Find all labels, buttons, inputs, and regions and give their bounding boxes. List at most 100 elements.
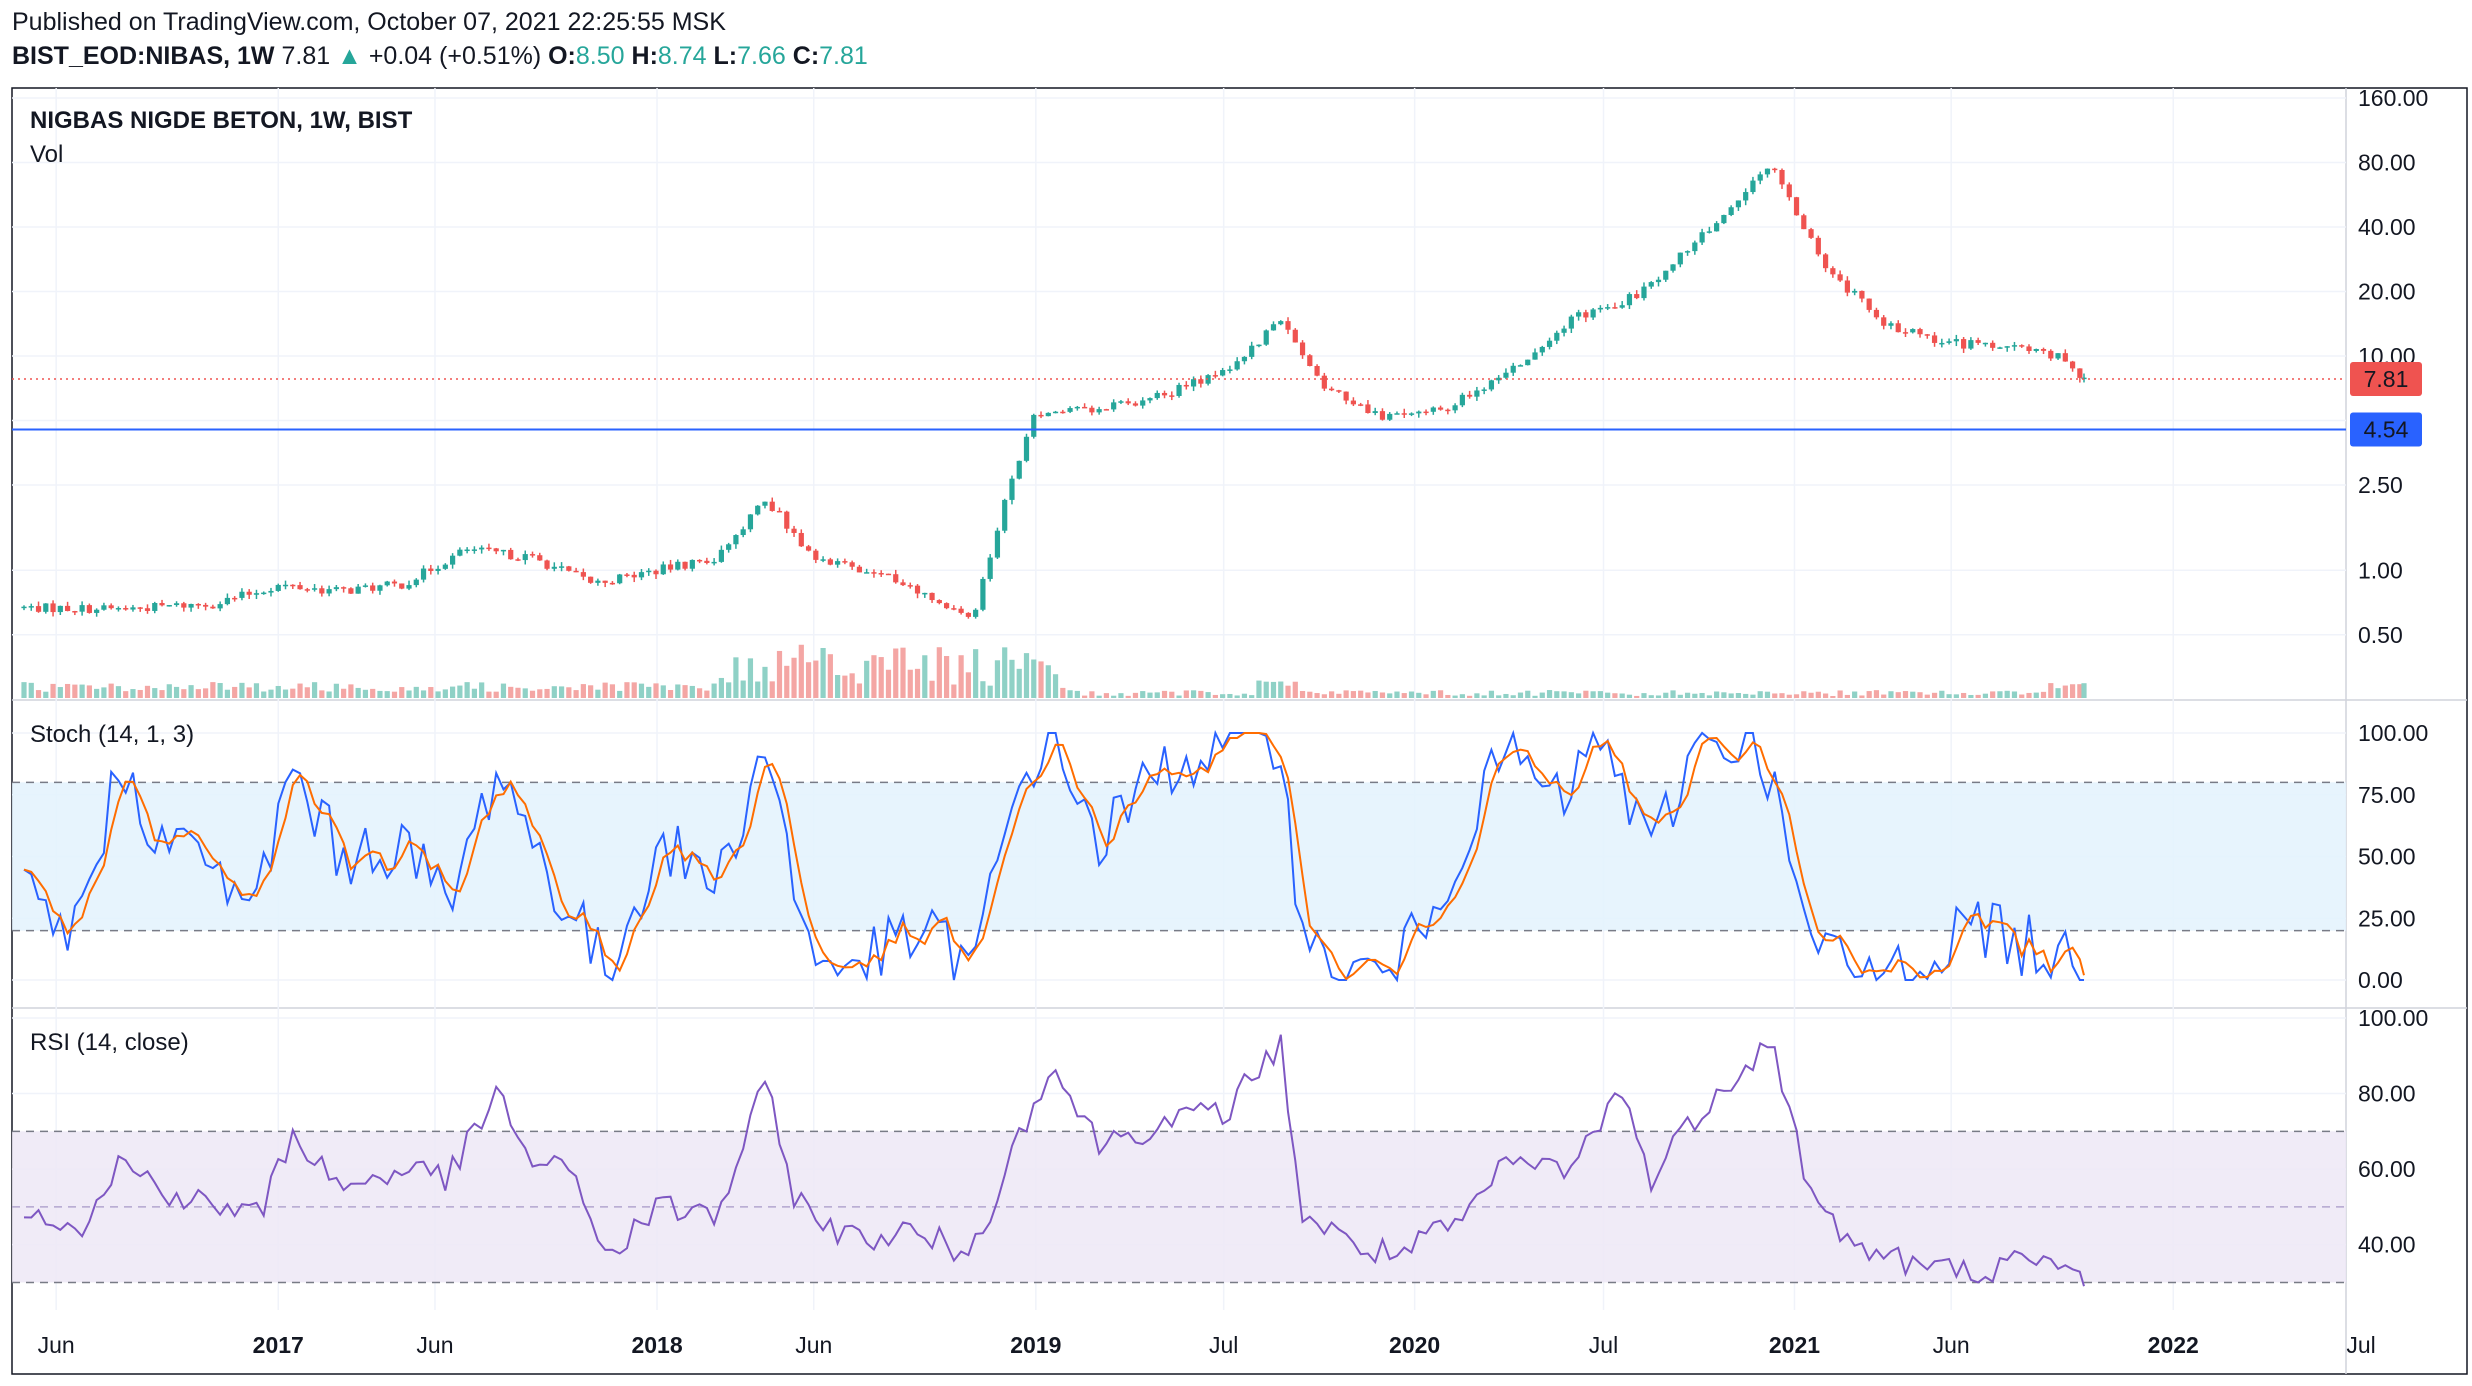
candle-body[interactable] xyxy=(1161,392,1168,396)
candle-body[interactable] xyxy=(1038,414,1044,417)
candle-body[interactable] xyxy=(1103,409,1110,411)
candle-body[interactable] xyxy=(1118,401,1124,403)
candle-body[interactable] xyxy=(94,609,100,613)
candle-body[interactable] xyxy=(43,603,49,612)
candle-body[interactable] xyxy=(842,561,848,563)
candle-body[interactable] xyxy=(2011,345,2018,347)
candle-body[interactable] xyxy=(1743,192,1749,201)
candle-body[interactable] xyxy=(2040,349,2047,351)
candle-body[interactable] xyxy=(79,605,85,612)
candle-body[interactable] xyxy=(1176,384,1182,396)
candle-body[interactable] xyxy=(1387,413,1393,420)
candle-body[interactable] xyxy=(711,561,717,564)
candle-body[interactable] xyxy=(1597,307,1603,310)
candle-body[interactable] xyxy=(1663,270,1669,280)
candle-body[interactable] xyxy=(1793,197,1800,216)
candle-body[interactable] xyxy=(1270,324,1277,331)
candle-body[interactable] xyxy=(1895,323,1901,333)
candle-body[interactable] xyxy=(1990,342,1996,348)
stoch-k-line[interactable] xyxy=(23,729,2084,983)
candle-body[interactable] xyxy=(1946,341,1952,343)
candle-body[interactable] xyxy=(130,607,136,610)
candle-body[interactable] xyxy=(2004,346,2010,348)
candle-body[interactable] xyxy=(653,570,659,575)
candle-body[interactable] xyxy=(878,573,884,575)
candle-body[interactable] xyxy=(1605,307,1611,309)
candle-body[interactable] xyxy=(1481,389,1487,391)
candle-body[interactable] xyxy=(493,548,499,552)
candle-body[interactable] xyxy=(1096,409,1102,413)
candle-body[interactable] xyxy=(1822,254,1829,269)
candle-body[interactable] xyxy=(682,561,688,569)
candle-body[interactable] xyxy=(994,530,1001,558)
candle-body[interactable] xyxy=(827,559,833,565)
candle-body[interactable] xyxy=(1198,379,1204,384)
candle-body[interactable] xyxy=(1031,414,1037,437)
candle-body[interactable] xyxy=(820,559,826,561)
candle-body[interactable] xyxy=(2033,349,2039,352)
candle-body[interactable] xyxy=(929,592,935,601)
candle-body[interactable] xyxy=(1467,394,1473,397)
candle-body[interactable] xyxy=(159,603,165,606)
stoch-d-line[interactable] xyxy=(23,732,2085,981)
candle-body[interactable] xyxy=(72,611,78,613)
candle-body[interactable] xyxy=(486,547,492,550)
candle-body[interactable] xyxy=(1714,223,1720,232)
candle-body[interactable] xyxy=(791,528,797,533)
candle-body[interactable] xyxy=(762,501,768,506)
candle-body[interactable] xyxy=(1539,346,1545,353)
candle-body[interactable] xyxy=(1358,404,1364,406)
candle-body[interactable] xyxy=(689,559,695,569)
candle-body[interactable] xyxy=(188,603,194,608)
candle-body[interactable] xyxy=(1329,388,1335,391)
candle-body[interactable] xyxy=(1837,274,1843,281)
candle-body[interactable] xyxy=(1052,411,1059,414)
candle-body[interactable] xyxy=(776,510,783,513)
candle-body[interactable] xyxy=(718,549,724,562)
candle-body[interactable] xyxy=(1343,391,1349,401)
candle-body[interactable] xyxy=(268,590,274,593)
candle-body[interactable] xyxy=(609,582,616,585)
candle-body[interactable] xyxy=(1416,411,1422,414)
candle-body[interactable] xyxy=(1699,232,1705,243)
candle-body[interactable] xyxy=(646,570,652,573)
candle-body[interactable] xyxy=(1372,411,1378,414)
candle-body[interactable] xyxy=(1525,359,1531,366)
candle-body[interactable] xyxy=(290,584,296,587)
candle-body[interactable] xyxy=(1154,392,1160,399)
candle-body[interactable] xyxy=(471,549,477,551)
candle-body[interactable] xyxy=(1902,332,1909,334)
candle-body[interactable] xyxy=(1968,340,1974,349)
candle-body[interactable] xyxy=(1299,342,1306,356)
candle-body[interactable] xyxy=(864,572,870,574)
candle-body[interactable] xyxy=(1517,365,1524,367)
candle-body[interactable] xyxy=(428,568,434,571)
candle-body[interactable] xyxy=(1423,411,1429,414)
candle-body[interactable] xyxy=(144,608,151,611)
candle-body[interactable] xyxy=(951,608,957,610)
candle-body[interactable] xyxy=(1997,347,2003,349)
candle-body[interactable] xyxy=(1953,339,1959,342)
candle-body[interactable] xyxy=(166,605,172,607)
candle-body[interactable] xyxy=(1924,334,1930,336)
candle-body[interactable] xyxy=(304,589,310,591)
candle-body[interactable] xyxy=(566,566,572,571)
candle-body[interactable] xyxy=(638,572,645,578)
candle-body[interactable] xyxy=(275,584,281,591)
candle-body[interactable] xyxy=(1183,384,1189,387)
candle-body[interactable] xyxy=(784,511,790,529)
candle-body[interactable] xyxy=(515,559,521,561)
candle-body[interactable] xyxy=(123,608,129,610)
candle-body[interactable] xyxy=(311,588,318,590)
candle-body[interactable] xyxy=(108,605,114,609)
candle-body[interactable] xyxy=(239,591,245,598)
candle-body[interactable] xyxy=(2019,345,2025,347)
candle-body[interactable] xyxy=(1430,407,1436,412)
candle-body[interactable] xyxy=(1939,342,1945,345)
candle-body[interactable] xyxy=(1205,375,1211,384)
candle-body[interactable] xyxy=(1336,390,1342,392)
candle-body[interactable] xyxy=(529,554,536,556)
candle-body[interactable] xyxy=(936,600,942,604)
candle-body[interactable] xyxy=(261,592,267,595)
candle-body[interactable] xyxy=(1169,395,1175,397)
